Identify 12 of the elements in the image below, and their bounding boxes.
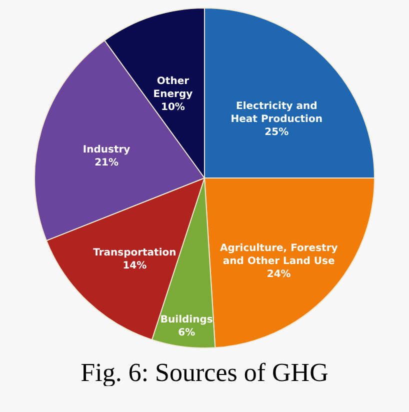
- slice-label: Buildings: [160, 314, 213, 326]
- data-label: 25%: [264, 126, 289, 138]
- data-label: 6%: [178, 328, 196, 339]
- slice-label: Electricity and Heat Production: [230, 100, 322, 125]
- slice-label: Other Energy: [153, 76, 194, 100]
- slice-label: Industry: [82, 144, 131, 156]
- data-label: 24%: [266, 268, 291, 280]
- data-label: 21%: [94, 158, 119, 169]
- data-label: 10%: [161, 102, 185, 113]
- data-label: 14%: [122, 260, 147, 272]
- slice-label: Transportation: [93, 247, 176, 258]
- slice-label: Agriculture, Forestry and Other Land Use: [220, 242, 338, 267]
